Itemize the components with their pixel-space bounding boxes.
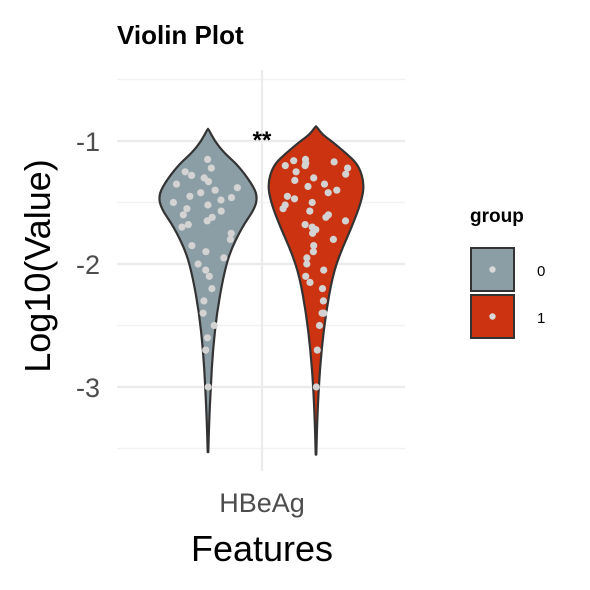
data-point-group-1 <box>330 158 338 166</box>
data-point-group-0 <box>204 155 212 163</box>
y-tick-label: -1 <box>76 127 100 157</box>
data-point-group-0 <box>188 171 196 179</box>
data-point-group-1 <box>306 207 314 215</box>
data-point-group-0 <box>233 184 241 192</box>
data-point-group-0 <box>227 229 235 237</box>
data-point-group-1 <box>312 383 320 391</box>
data-point-group-1 <box>283 192 291 200</box>
y-axis-title: Log10(Value) <box>17 159 58 373</box>
data-point-group-1 <box>302 272 310 280</box>
data-point-group-0 <box>208 213 216 221</box>
data-point-group-0 <box>203 217 211 225</box>
data-point-group-0 <box>217 207 225 215</box>
data-point-group-0 <box>183 205 191 213</box>
data-point-group-1 <box>313 346 321 354</box>
data-point-group-0 <box>184 221 192 229</box>
data-point-group-0 <box>226 235 234 243</box>
data-point-group-0 <box>203 334 211 342</box>
legend-label-1: 1 <box>537 310 545 327</box>
data-point-group-1 <box>281 162 289 170</box>
chart-title: Violin Plot <box>117 20 244 50</box>
data-point-group-1 <box>310 174 318 182</box>
data-point-group-1 <box>333 186 341 194</box>
data-point-group-0 <box>179 211 187 219</box>
significance-label: ** <box>253 127 272 154</box>
data-point-group-1 <box>310 242 318 250</box>
data-point-group-0 <box>194 260 202 268</box>
data-point-group-0 <box>204 201 212 209</box>
data-point-group-0 <box>227 194 236 202</box>
y-tick-label: -3 <box>76 373 100 403</box>
data-point-group-1 <box>292 168 300 176</box>
data-point-group-1 <box>318 285 327 293</box>
data-point-group-1 <box>301 162 309 170</box>
data-point-group-0 <box>204 383 212 391</box>
data-point-group-1 <box>318 309 326 317</box>
data-point-group-0 <box>217 196 225 204</box>
data-point-group-1 <box>290 195 299 203</box>
legend-title: group <box>470 206 524 227</box>
legend: group 0 1 <box>470 206 545 339</box>
jitter-points <box>169 155 352 391</box>
data-point-group-1 <box>290 157 298 165</box>
data-point-group-0 <box>202 266 210 274</box>
data-point-group-0 <box>208 285 216 293</box>
legend-key-0-dot <box>489 266 496 273</box>
data-point-group-0 <box>220 254 228 262</box>
data-point-group-0 <box>172 180 181 188</box>
legend-key-1-dot <box>489 313 496 320</box>
data-point-group-0 <box>211 186 219 194</box>
data-point-group-0 <box>202 248 210 256</box>
data-point-group-1 <box>304 182 312 191</box>
data-point-group-1 <box>315 321 324 330</box>
legend-label-0: 0 <box>537 263 545 280</box>
data-point-group-1 <box>320 266 328 274</box>
data-point-group-1 <box>303 254 311 262</box>
data-point-group-0 <box>205 272 213 280</box>
grid <box>117 70 405 471</box>
data-point-group-1 <box>301 221 309 229</box>
x-tick-label: HBeAg <box>219 488 305 518</box>
data-point-group-0 <box>204 178 213 186</box>
data-point-group-0 <box>169 198 177 207</box>
data-point-group-1 <box>324 189 332 197</box>
violin-group-1 <box>267 125 365 456</box>
data-point-group-0 <box>199 309 207 317</box>
data-point-group-1 <box>341 217 350 225</box>
data-point-group-0 <box>186 192 194 200</box>
data-point-group-1 <box>319 297 327 305</box>
data-point-group-0 <box>200 297 208 305</box>
data-point-group-1 <box>329 235 337 243</box>
data-point-group-1 <box>291 176 299 184</box>
data-point-group-1 <box>322 213 330 221</box>
data-point-group-1 <box>309 248 317 256</box>
data-point-group-1 <box>279 205 287 213</box>
data-point-group-0 <box>202 346 210 354</box>
data-point-group-0 <box>207 164 215 172</box>
data-point-group-0 <box>188 242 196 250</box>
violin-group-0 <box>158 127 258 454</box>
data-point-group-0 <box>197 189 205 197</box>
x-axis-title: Features <box>191 528 333 569</box>
y-axis-ticks: -1 -2 -3 <box>76 127 100 403</box>
data-point-group-1 <box>320 180 329 188</box>
data-point-group-1 <box>309 229 317 237</box>
data-point-group-0 <box>210 321 218 330</box>
data-point-group-1 <box>308 198 316 207</box>
data-point-group-1 <box>344 164 352 172</box>
data-point-group-1 <box>342 170 350 178</box>
data-point-group-0 <box>181 168 189 176</box>
data-point-group-1 <box>306 278 314 286</box>
data-point-group-1 <box>303 260 311 268</box>
y-tick-label: -2 <box>76 250 100 280</box>
data-point-group-0 <box>178 223 186 231</box>
